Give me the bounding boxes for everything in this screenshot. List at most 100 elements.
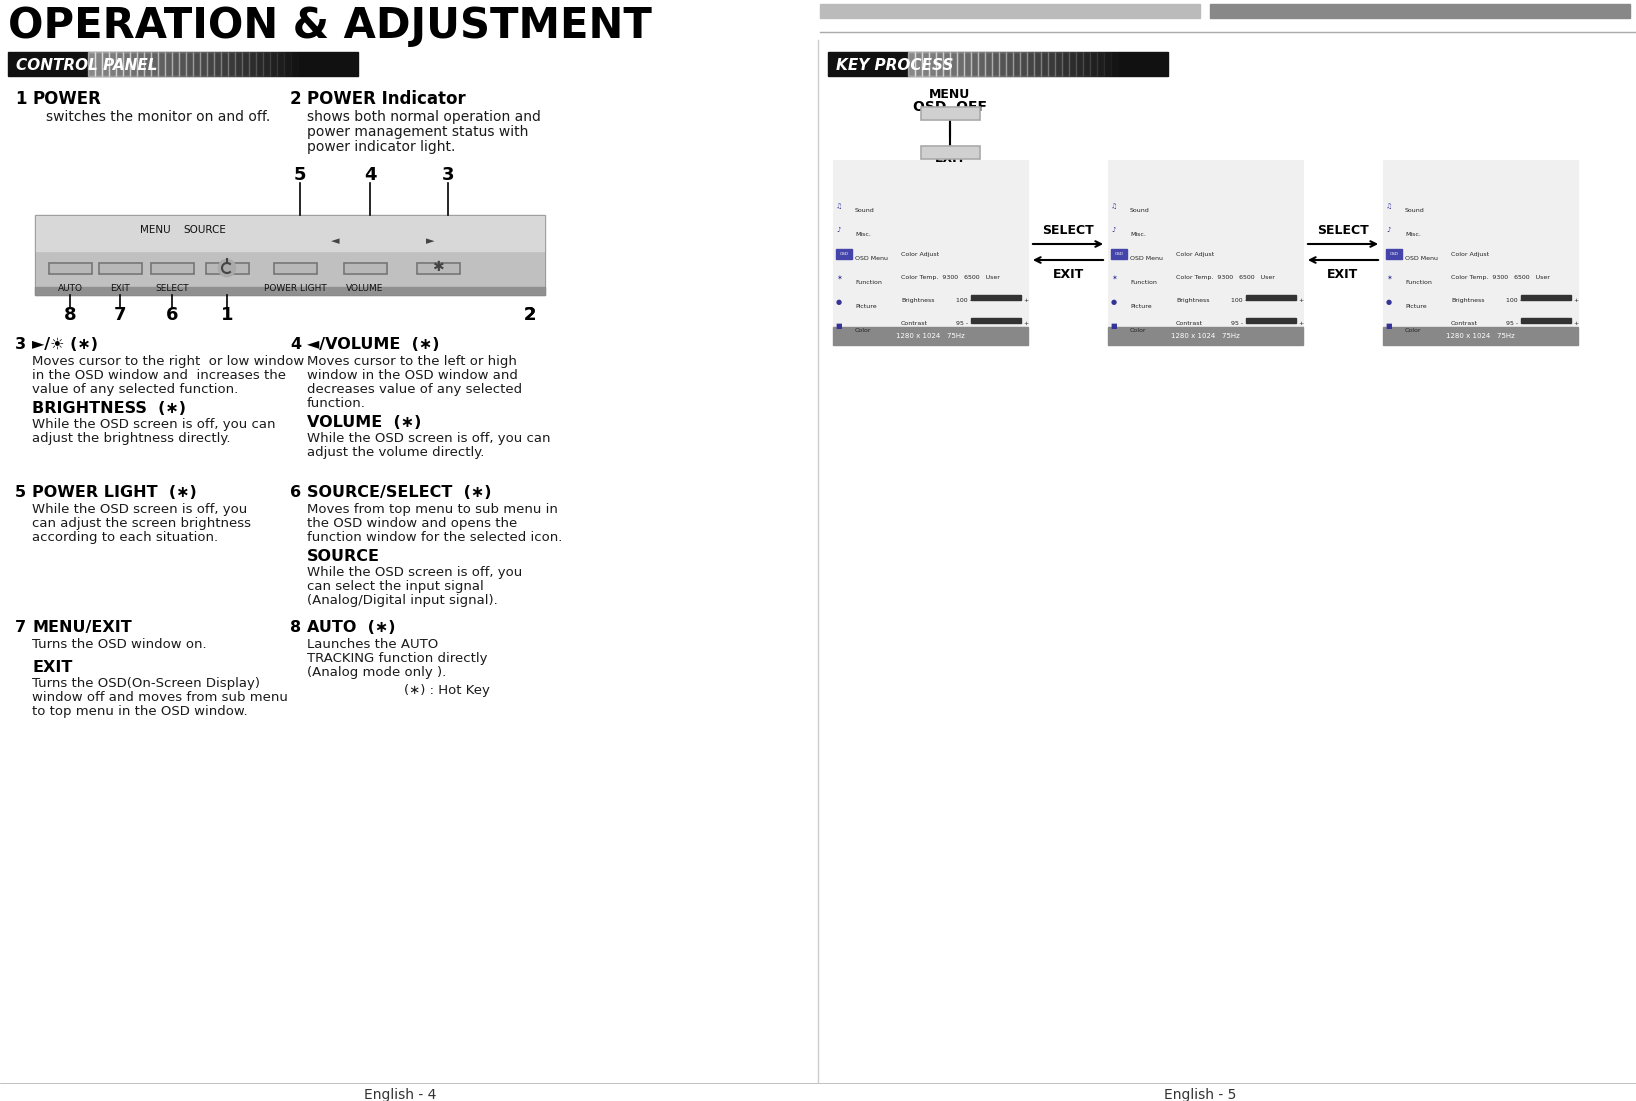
Text: 2: 2 [524, 306, 537, 324]
Text: function window for the selected icon.: function window for the selected icon. [308, 531, 563, 544]
Text: in the OSD window and  increases the: in the OSD window and increases the [33, 369, 286, 382]
Bar [972, 52, 978, 76]
Bar [208, 52, 214, 76]
Text: 1280 x 1024   75Hz: 1280 x 1024 75Hz [1171, 333, 1240, 339]
Bar [908, 52, 915, 76]
Bar [1521, 318, 1571, 323]
Text: Launches the AUTO: Launches the AUTO [308, 637, 438, 651]
Text: 1: 1 [15, 90, 26, 108]
Text: power management status with: power management status with [308, 126, 528, 139]
Text: Moves cursor to the left or high: Moves cursor to the left or high [308, 355, 517, 368]
Text: Picture: Picture [1405, 304, 1427, 309]
Text: POWER LIGHT: POWER LIGHT [263, 284, 326, 293]
Text: OSD Menu: OSD Menu [856, 257, 888, 261]
Text: ✶: ✶ [836, 275, 843, 281]
Text: 6: 6 [290, 486, 301, 500]
Text: SELECT: SELECT [1317, 224, 1369, 237]
Bar [88, 52, 95, 76]
Text: 1280 x 1024   75Hz: 1280 x 1024 75Hz [1446, 333, 1515, 339]
Bar [116, 52, 123, 76]
Bar [172, 52, 178, 76]
Text: (∗) : Hot Key: (∗) : Hot Key [404, 684, 491, 697]
Bar [1083, 52, 1090, 76]
Text: Picture: Picture [1130, 304, 1152, 309]
Text: Misc.: Misc. [1405, 232, 1422, 237]
Text: 1: 1 [221, 306, 234, 324]
Bar [957, 52, 964, 76]
Text: 7: 7 [15, 620, 26, 635]
Text: +: + [1572, 321, 1579, 326]
Text: Function: Function [1405, 280, 1432, 285]
Bar [1111, 249, 1127, 259]
Text: 100 -: 100 - [1507, 298, 1521, 303]
Text: Misc.: Misc. [1130, 232, 1145, 237]
Text: Moves from top menu to sub menu in: Moves from top menu to sub menu in [308, 503, 558, 516]
Bar [836, 249, 852, 259]
Text: AUTO: AUTO [57, 284, 82, 293]
Bar [236, 52, 242, 76]
Text: window in the OSD window and: window in the OSD window and [308, 369, 519, 382]
Text: Brightness: Brightness [901, 298, 934, 303]
Text: SOURCE/SELECT  (∗): SOURCE/SELECT (∗) [308, 486, 491, 500]
Bar [951, 52, 957, 76]
Bar [242, 52, 249, 76]
Bar [923, 52, 929, 76]
Text: OSD  OFF: OSD OFF [913, 100, 987, 115]
Text: SOURCE: SOURCE [183, 225, 226, 235]
Text: 95 -: 95 - [1230, 321, 1243, 326]
Bar [1040, 52, 1049, 76]
Text: Function: Function [1130, 280, 1157, 285]
Text: decreases value of any selected: decreases value of any selected [308, 383, 522, 396]
Text: Contrast: Contrast [1451, 321, 1477, 326]
Bar [833, 160, 1027, 345]
Bar [923, 108, 978, 118]
Text: Sound: Sound [856, 208, 875, 212]
Text: Function: Function [856, 280, 882, 285]
Text: Moves cursor to the right  or low window: Moves cursor to the right or low window [33, 355, 304, 368]
Text: English - 5: English - 5 [1163, 1088, 1237, 1101]
Bar [165, 52, 172, 76]
Bar [1090, 52, 1098, 76]
Text: MENU: MENU [139, 225, 170, 235]
Text: Color Adjust: Color Adjust [1176, 252, 1214, 257]
Bar [204, 262, 249, 274]
Text: window off and moves from sub menu: window off and moves from sub menu [33, 691, 288, 704]
Text: 2: 2 [290, 90, 301, 108]
Bar [419, 264, 458, 272]
Text: Contrast: Contrast [901, 321, 928, 326]
Text: SELECT: SELECT [1042, 224, 1094, 237]
Text: Sound: Sound [1405, 208, 1425, 212]
Text: While the OSD screen is off, you can: While the OSD screen is off, you can [308, 432, 550, 445]
Bar [137, 52, 144, 76]
Bar [919, 145, 980, 159]
Bar [1382, 160, 1579, 345]
Bar [255, 52, 263, 76]
Text: ●: ● [836, 299, 843, 305]
Text: POWER Indicator: POWER Indicator [308, 90, 466, 108]
Text: CONTROL PANEL: CONTROL PANEL [16, 57, 157, 73]
Bar [152, 264, 191, 272]
Bar [101, 52, 110, 76]
Text: 6: 6 [165, 306, 178, 324]
Text: While the OSD screen is off, you: While the OSD screen is off, you [33, 503, 247, 516]
Bar [936, 52, 942, 76]
Text: 7: 7 [115, 306, 126, 324]
Bar [291, 52, 298, 76]
Text: +: + [1022, 321, 1029, 326]
Bar [95, 52, 101, 76]
Bar [1247, 318, 1296, 323]
Bar [972, 318, 1021, 323]
Bar [34, 287, 545, 295]
Bar [964, 52, 972, 76]
Bar [1521, 295, 1571, 299]
Text: +: + [1297, 321, 1304, 326]
Text: power indicator light.: power indicator light. [308, 140, 455, 154]
Text: Sound: Sound [1130, 208, 1150, 212]
Bar [34, 215, 545, 295]
Bar [249, 52, 255, 76]
Text: 100 -: 100 - [1230, 298, 1247, 303]
Text: (Analog/Digital input signal).: (Analog/Digital input signal). [308, 595, 497, 607]
Text: Color Adjust: Color Adjust [1451, 252, 1489, 257]
Text: ■: ■ [1111, 323, 1117, 329]
Bar [1386, 249, 1402, 259]
